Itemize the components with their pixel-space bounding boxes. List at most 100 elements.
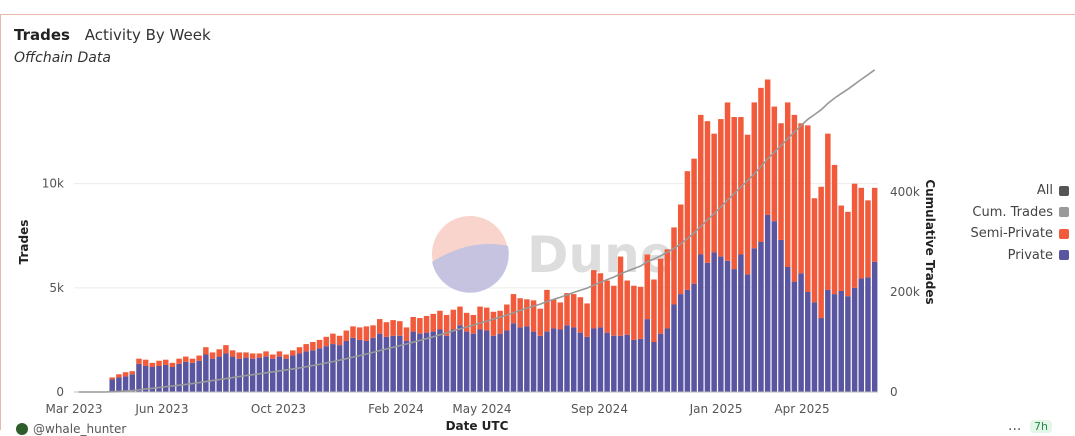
y2-tick-label: 0 [890, 385, 898, 399]
bar-semi-private [504, 304, 510, 331]
bar-semi-private [611, 285, 617, 336]
bar-private [798, 273, 804, 392]
bar-semi-private [838, 205, 844, 291]
legend-label: Cum. Trades [972, 204, 1053, 220]
bar-private [691, 283, 697, 392]
author-tag[interactable]: @whale_hunter [16, 422, 126, 436]
bar-private [490, 335, 497, 392]
bar-private [290, 355, 296, 392]
bar-private [477, 329, 483, 392]
bar-semi-private [805, 125, 811, 292]
bar-semi-private [383, 322, 390, 337]
legend-item[interactable]: Semi-Private [970, 223, 1069, 245]
bar-private [524, 326, 530, 392]
bar-semi-private [704, 121, 711, 263]
bar-semi-private [256, 353, 263, 358]
x-tick-label: Mar 2023 [46, 402, 103, 416]
bar-private [223, 353, 229, 392]
bar-private [744, 274, 751, 392]
bar-semi-private [169, 362, 176, 367]
bar-private [417, 333, 423, 392]
legend-swatch [1059, 250, 1069, 261]
bar-private [671, 304, 677, 392]
bar-private [189, 362, 196, 392]
bar-private [149, 367, 156, 392]
bar-semi-private [811, 198, 818, 303]
refresh-time-badge[interactable]: 7h [1030, 420, 1052, 433]
bar-private [664, 328, 671, 392]
bar-semi-private [276, 351, 283, 357]
bar-semi-private [871, 187, 878, 262]
bar-private [256, 357, 263, 392]
bar-semi-private [744, 134, 751, 275]
bar-semi-private [484, 307, 490, 331]
legend-item[interactable]: Cum. Trades [970, 202, 1069, 224]
bar-semi-private [570, 294, 577, 328]
bar-private [738, 254, 744, 392]
bar-semi-private [631, 285, 637, 340]
bar-private [517, 327, 523, 392]
bar-semi-private [831, 164, 838, 295]
bar-private [698, 254, 704, 392]
x-tick-label: Jun 2023 [134, 402, 188, 416]
bar-private [229, 356, 236, 392]
bar-semi-private [604, 280, 610, 333]
y-axis-title: Trades [17, 220, 31, 265]
x-tick-label: May 2024 [452, 402, 511, 416]
bar-semi-private [564, 293, 570, 326]
bar-semi-private [664, 249, 671, 329]
bar-semi-private [818, 186, 824, 319]
bar-semi-private [677, 204, 684, 295]
bar-private [831, 294, 838, 392]
bar-semi-private [724, 102, 731, 261]
bar-semi-private [397, 321, 403, 336]
more-options-button[interactable]: ... [1008, 418, 1022, 434]
bar-private [751, 248, 758, 392]
author-name: @whale_hunter [33, 422, 127, 436]
bar-private [129, 374, 136, 392]
bar-private [410, 331, 416, 392]
bar-private [550, 328, 557, 392]
bar-private [336, 345, 343, 392]
bar-semi-private [845, 211, 851, 297]
bar-semi-private [336, 335, 343, 346]
bar-semi-private [858, 187, 865, 279]
bar-semi-private [443, 314, 450, 336]
bar-private [570, 327, 577, 392]
bar-private [858, 278, 865, 392]
bar-semi-private [597, 273, 604, 328]
bar-semi-private [637, 286, 644, 339]
bar-semi-private [183, 356, 189, 362]
bar-private [591, 328, 597, 392]
bar-private [142, 365, 149, 392]
bar-semi-private [577, 297, 584, 333]
bar-private [397, 335, 403, 392]
bar-semi-private [463, 312, 470, 332]
y2-tick-label: 200k [890, 285, 920, 299]
bar-private [169, 367, 176, 392]
bar-semi-private [651, 279, 657, 342]
bar-private [269, 358, 276, 392]
legend-item[interactable]: All [970, 180, 1069, 202]
bar-private [403, 340, 410, 392]
bar-private [778, 239, 784, 392]
bar-private [376, 333, 383, 392]
chart-card [0, 14, 1075, 430]
bar-private [584, 336, 590, 392]
bar-private [504, 330, 510, 392]
chart-legend: All Cum. Trades Semi-Private Private [970, 180, 1069, 266]
chart-title[interactable]: Trades [14, 26, 70, 44]
bar-semi-private [223, 345, 229, 354]
bar-private [457, 325, 463, 392]
bar-private [470, 333, 477, 392]
bar-private [296, 353, 303, 392]
bar-semi-private [778, 123, 784, 240]
bar-private [423, 332, 430, 392]
bar-semi-private [316, 339, 323, 349]
bar-private [303, 351, 309, 392]
bar-semi-private [116, 374, 122, 378]
bar-private [484, 330, 490, 392]
bar-private [310, 350, 316, 392]
legend-item[interactable]: Private [970, 245, 1069, 267]
y-tick-label: 0 [56, 385, 64, 399]
